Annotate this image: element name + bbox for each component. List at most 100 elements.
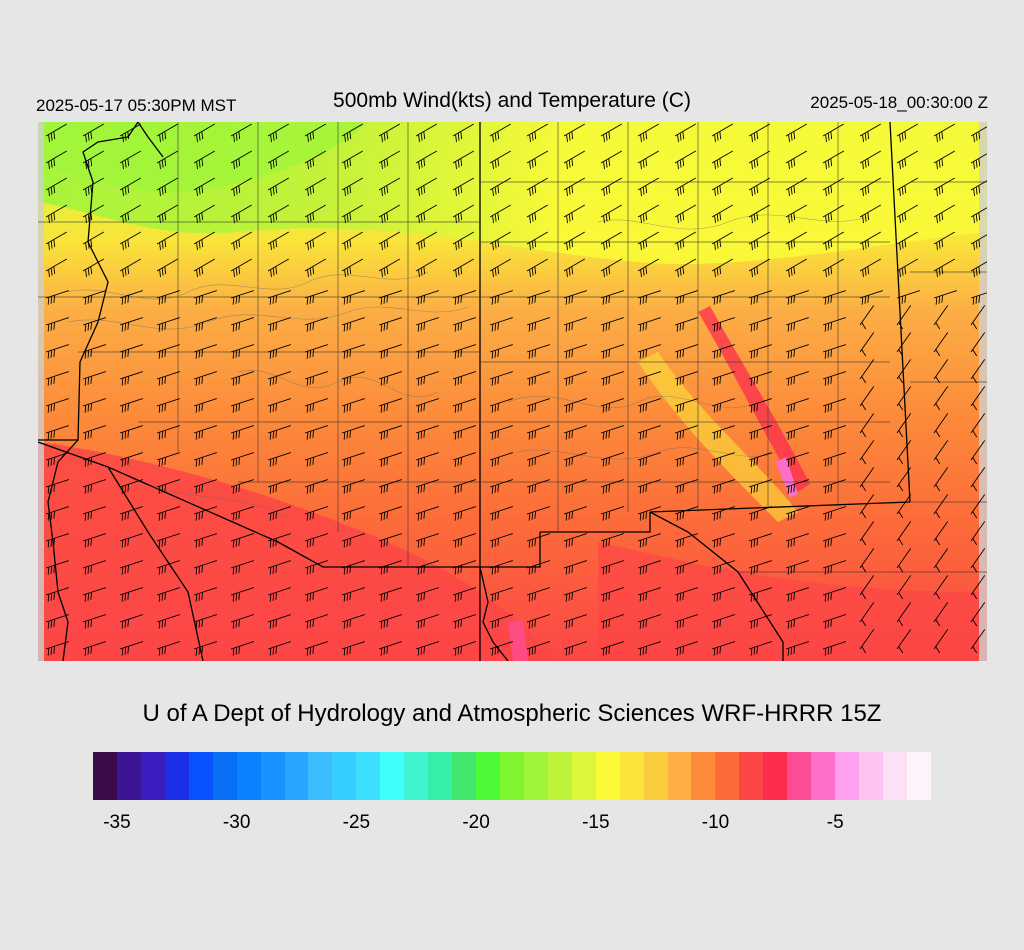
colorbar-swatch (715, 752, 740, 800)
wind-barb (526, 614, 550, 629)
wind-barb (785, 425, 809, 440)
wind-barb (748, 231, 771, 251)
wind-barb (82, 177, 105, 197)
wind-barb (156, 614, 180, 629)
wind-barb (970, 494, 986, 519)
wind-barb (970, 290, 987, 305)
wind-barb (378, 641, 402, 656)
wind-barb (748, 150, 771, 170)
wind-barb (452, 317, 476, 332)
colorbar-swatch (763, 752, 788, 800)
valid-time-label: 2025-05-18_00:30:00 Z (810, 93, 988, 112)
wind-barb (896, 548, 912, 573)
wind-barb (600, 123, 623, 143)
wind-barb (896, 575, 912, 600)
wind-barb (341, 290, 365, 305)
wind-barb (415, 371, 439, 386)
wind-barb (193, 506, 217, 521)
hot-spot (776, 457, 798, 498)
wind-barb (822, 317, 846, 332)
colorbar-swatch (140, 752, 165, 800)
wind-barb (526, 231, 549, 251)
wind-barb (822, 398, 846, 413)
wind-barb (563, 204, 586, 224)
colorbar-swatch (164, 752, 189, 800)
wind-barb (119, 258, 142, 278)
wind-barb (156, 317, 180, 332)
wind-barb (970, 521, 986, 546)
wind-barb (822, 150, 845, 170)
wind-barb (452, 479, 476, 494)
wind-barb (156, 177, 179, 197)
wind-barb (304, 533, 328, 548)
wind-barb (378, 452, 402, 467)
wind-barb (304, 344, 328, 359)
wind-barb (45, 290, 69, 305)
wind-barb (785, 177, 808, 197)
colorbar-tick: -15 (582, 812, 610, 833)
wind-barb (82, 231, 105, 251)
wind-barb (452, 258, 475, 278)
colorbar-swatch (404, 752, 429, 800)
wind-barb (45, 123, 68, 143)
wind-barb (785, 479, 809, 494)
colorbar-swatch (212, 752, 237, 800)
wind-barb (933, 548, 949, 573)
wind-barb (674, 398, 698, 413)
wind-barb (711, 317, 735, 332)
wind-barb (156, 150, 179, 170)
colorbar-swatch (116, 752, 141, 800)
wind-barb (600, 317, 624, 332)
wind-barb (119, 587, 143, 602)
wind-barb (378, 177, 401, 197)
wind-barb (341, 533, 365, 548)
wind-barb (230, 452, 254, 467)
wind-barb (45, 425, 69, 440)
wind-barb (82, 479, 106, 494)
wind-barb (267, 258, 290, 278)
wind-barb (45, 150, 68, 170)
wind-barb (45, 177, 68, 197)
wind-barb (82, 587, 106, 602)
wind-barb (600, 150, 623, 170)
wind-barb (304, 614, 328, 629)
wind-barb (526, 641, 550, 656)
wind-barb (970, 548, 986, 573)
wind-barb (193, 290, 217, 305)
wind-barb (933, 204, 956, 224)
wind-barb (45, 452, 69, 467)
wind-barb (526, 204, 549, 224)
wind-barb (45, 560, 69, 575)
wind-barb (415, 533, 439, 548)
wind-barb (933, 521, 949, 546)
wind-barb (526, 258, 549, 278)
wind-barb (378, 479, 402, 494)
wind-barb (859, 204, 882, 224)
wind-barb (119, 614, 143, 629)
wind-barb (859, 494, 875, 519)
wind-barb (637, 123, 660, 143)
wind-barb (600, 290, 624, 305)
wind-barb (859, 290, 883, 305)
wind-barb (267, 344, 291, 359)
wind-barb (785, 317, 809, 332)
wind-barb (970, 150, 987, 170)
wind-barb (119, 398, 143, 413)
wind-barb (970, 386, 986, 411)
wind-barb (341, 150, 364, 170)
colorbar-swatch (476, 752, 500, 800)
wind-barb (748, 506, 772, 521)
wind-barb (600, 231, 623, 251)
wind-barb (563, 479, 587, 494)
weather-map (38, 122, 987, 661)
wind-barb (785, 231, 808, 251)
wind-barb (156, 506, 180, 521)
wind-barb (267, 533, 291, 548)
wind-barb (711, 290, 735, 305)
wind-barb (193, 533, 217, 548)
wind-barb (526, 344, 550, 359)
wind-barb (45, 204, 68, 224)
wind-barb (822, 204, 845, 224)
wind-barb (822, 479, 846, 494)
wind-barb (822, 614, 846, 629)
